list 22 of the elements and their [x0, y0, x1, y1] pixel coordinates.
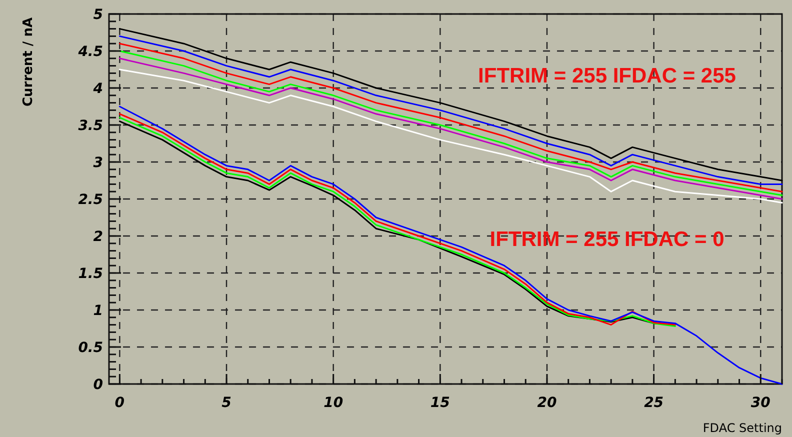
y-tick-label: 5 — [93, 7, 104, 23]
line-series — [118, 106, 783, 385]
y-tick-label: 0.5 — [78, 340, 104, 356]
y-tick-label: 4 — [92, 81, 103, 97]
y-tick-label: 4.5 — [77, 44, 104, 60]
y-tick-label: 3.5 — [78, 118, 104, 134]
x-tick-label: 30 — [750, 395, 771, 411]
y-tick-label: 0 — [93, 377, 104, 393]
y-tick-label: 3 — [93, 155, 103, 171]
x-tick-label: 5 — [222, 395, 232, 411]
y-tick-label: 2 — [93, 229, 103, 245]
x-tick-label: 25 — [644, 395, 664, 411]
y-tick-label: 2.5 — [78, 192, 104, 208]
x-tick-label: 15 — [430, 395, 450, 411]
annotation: IFTRIM = 255 IFDAC = 255 — [478, 64, 736, 88]
y-tick-label: 1.5 — [78, 266, 104, 282]
x-axis-title: FDAC Setting — [702, 421, 782, 435]
y-axis-title: Current / nA — [21, 17, 36, 107]
y-tick-label: 1 — [93, 303, 103, 319]
x-tick-label: 0 — [114, 395, 125, 411]
x-tick-label: 10 — [324, 395, 344, 411]
x-tick-label: 20 — [537, 395, 557, 411]
